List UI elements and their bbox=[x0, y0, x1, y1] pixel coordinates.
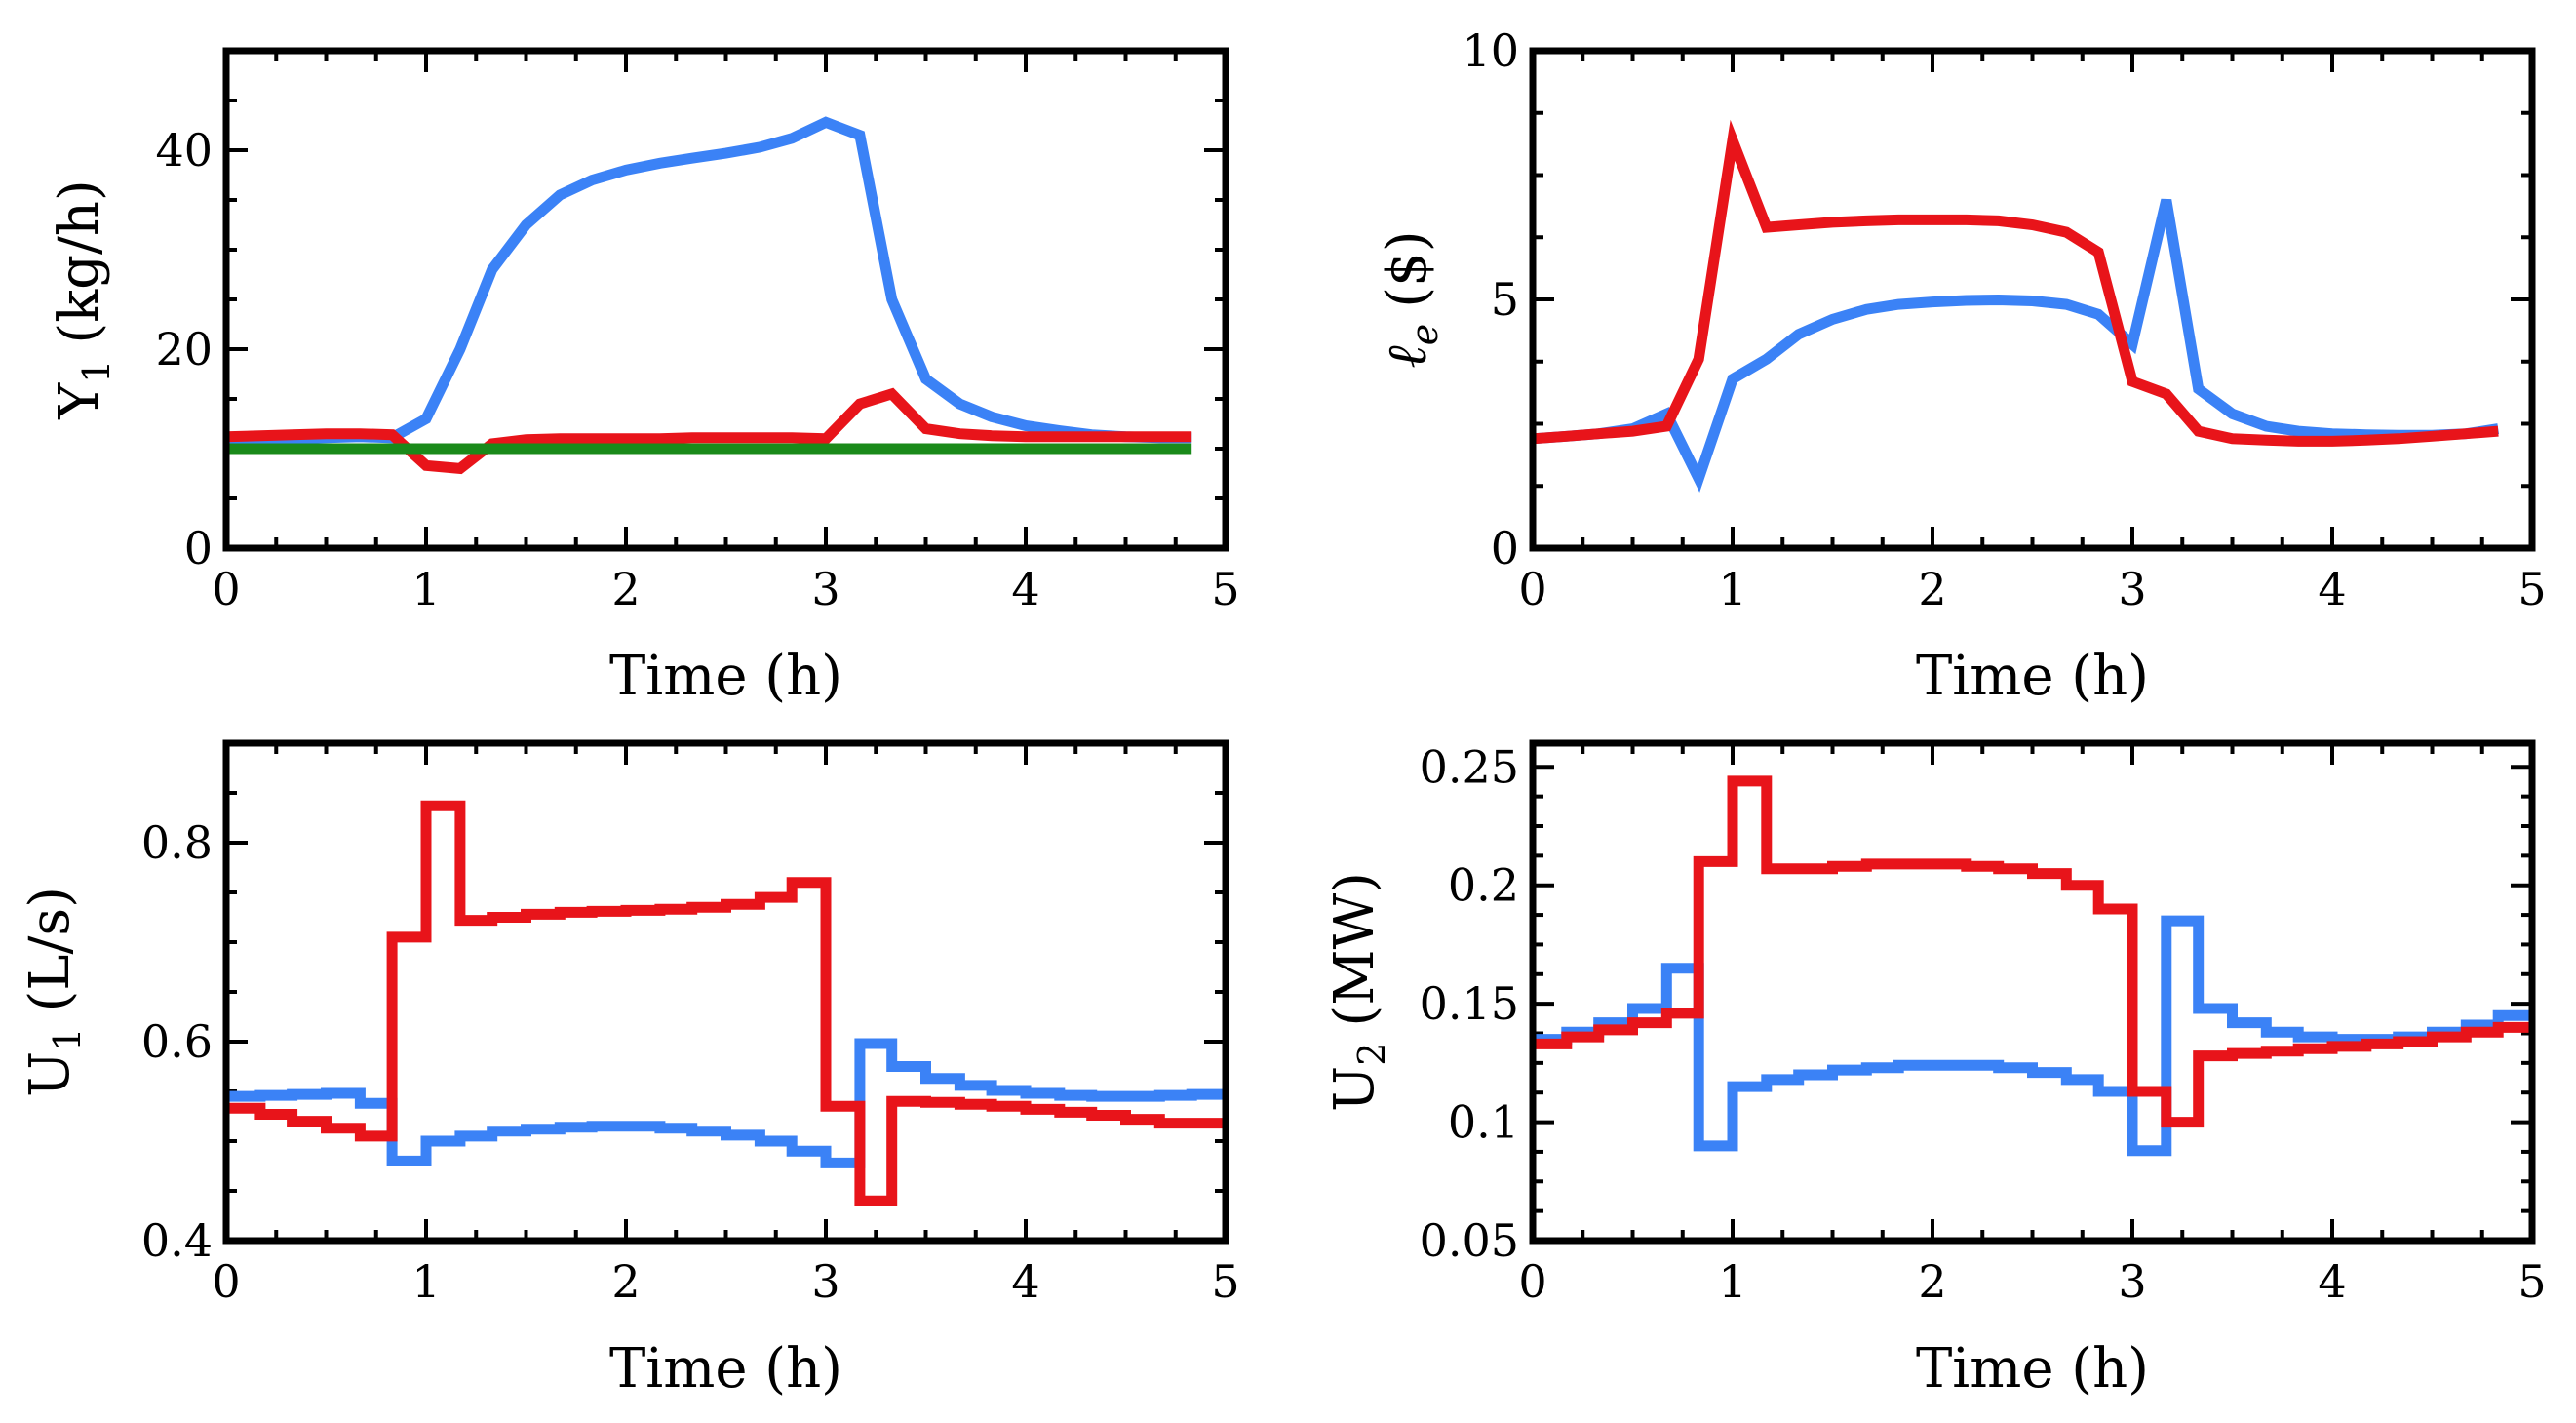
y-tick-label: 40 bbox=[155, 124, 213, 177]
y-tick-label: 0.4 bbox=[141, 1214, 213, 1267]
series-layer-u1 bbox=[226, 800, 1224, 1206]
y-tick-label: 0.8 bbox=[141, 816, 213, 869]
series-line-red-u2 bbox=[1533, 775, 2530, 1128]
y-axis-label-sub-u2: 2 bbox=[1350, 1043, 1393, 1066]
series-line-blue-le bbox=[1532, 198, 2500, 493]
x-tick-label: 0 bbox=[212, 1255, 240, 1308]
x-tick-label: 2 bbox=[1918, 1255, 1946, 1308]
y-axis-label-unit-le: ($) bbox=[1376, 230, 1439, 307]
x-tick-label: 1 bbox=[411, 1255, 440, 1308]
x-tick-label: 1 bbox=[1718, 563, 1746, 615]
ytick-labels-y1: 0 20 40 bbox=[155, 124, 213, 574]
y-axis-label-sub-u1: 1 bbox=[46, 1028, 89, 1051]
xtick-labels-le: 0 1 2 3 4 5 bbox=[1518, 563, 2546, 615]
x-tick-label: 4 bbox=[1011, 1255, 1039, 1308]
x-tick-label: 5 bbox=[2517, 563, 2546, 615]
series-line-red-le bbox=[1532, 119, 2499, 447]
x-tick-label: 1 bbox=[411, 563, 440, 615]
x-axis-label-u1: Time (h) bbox=[609, 1337, 842, 1401]
series-line-red-u1 bbox=[226, 800, 1224, 1206]
x-tick-label: 0 bbox=[1518, 563, 1546, 615]
series-line-blue-u2 bbox=[1533, 915, 2530, 1157]
y-axis-label-main-y1: Y bbox=[48, 382, 111, 420]
y-axis-label-le: ℓe ($) bbox=[1376, 230, 1446, 368]
y-axis-label-main-u2: U bbox=[1323, 1066, 1386, 1112]
x-tick-label: 0 bbox=[212, 563, 240, 615]
x-tick-label: 4 bbox=[2318, 563, 2346, 615]
y-axis-label-main-u1: U bbox=[19, 1051, 82, 1097]
x-tick-label: 2 bbox=[611, 1255, 640, 1308]
x-tick-label: 3 bbox=[811, 563, 839, 615]
x-tick-label: 1 bbox=[1718, 1255, 1746, 1308]
y-tick-label: 0.6 bbox=[141, 1015, 213, 1068]
ytick-labels-u2: 0.05 0.1 0.15 0.2 0.25 bbox=[1420, 740, 1519, 1267]
plot-area-u2 bbox=[1533, 743, 2532, 1241]
x-tick-label: 4 bbox=[2318, 1255, 2346, 1308]
xtick-labels-u2: 0 1 2 3 4 5 bbox=[1518, 1255, 2546, 1308]
x-tick-label: 3 bbox=[2118, 1255, 2146, 1308]
y-tick-label: 0.05 bbox=[1420, 1214, 1519, 1267]
y-axis-label-sub-le: e bbox=[1403, 324, 1446, 346]
x-tick-label: 5 bbox=[1211, 1255, 1239, 1308]
xtick-labels-u1: 0 1 2 3 4 5 bbox=[212, 1255, 1239, 1308]
ytick-labels-le: 0 5 10 bbox=[1462, 24, 1519, 574]
series-layer-u2 bbox=[1533, 775, 2530, 1157]
y-axis-label-u2: U2 (MW) bbox=[1323, 872, 1393, 1112]
x-tick-label: 2 bbox=[611, 563, 640, 615]
x-axis-label-u2: Time (h) bbox=[1916, 1337, 2149, 1401]
y-axis-label-u1: U1 (L/s) bbox=[19, 887, 89, 1097]
y-axis-label-unit-y1: (kg/h) bbox=[48, 179, 111, 343]
series-line-red-y1 bbox=[225, 387, 1192, 475]
x-tick-label: 3 bbox=[2118, 563, 2146, 615]
x-axis-label-le: Time (h) bbox=[1916, 645, 2149, 708]
x-tick-label: 2 bbox=[1918, 563, 1946, 615]
y-tick-label: 0.25 bbox=[1420, 740, 1519, 793]
axes-frame-le bbox=[1529, 47, 2536, 552]
y-tick-label: 0 bbox=[184, 522, 213, 574]
axes-frame-u2 bbox=[1529, 739, 2536, 1245]
panel-le: 0 1 2 3 4 5 0 5 10 Time (h) ℓe ($) bbox=[1376, 24, 2547, 708]
x-tick-label: 0 bbox=[1518, 1255, 1546, 1308]
x-tick-label: 5 bbox=[1211, 563, 1239, 615]
plot-area-u1 bbox=[226, 743, 1226, 1241]
y-tick-label: 10 bbox=[1462, 24, 1519, 77]
ytick-labels-u1: 0.4 0.6 0.8 bbox=[141, 816, 213, 1267]
x-tick-label: 3 bbox=[811, 1255, 839, 1308]
xtick-labels-y1: 0 1 2 3 4 5 bbox=[212, 563, 1239, 615]
x-tick-label: 5 bbox=[2517, 1255, 2546, 1308]
y-axis-label-unit-u2: (MW) bbox=[1323, 872, 1386, 1027]
y-axis-label-main-le: ℓ bbox=[1376, 345, 1439, 369]
y-axis-label-unit-u1: (L/s) bbox=[19, 887, 82, 1012]
y-tick-label: 0.2 bbox=[1448, 859, 1519, 912]
x-tick-label: 4 bbox=[1011, 563, 1039, 615]
y-tick-label: 5 bbox=[1491, 273, 1519, 326]
axes-frame-u1 bbox=[222, 739, 1229, 1245]
plot-area-y1 bbox=[226, 51, 1226, 548]
y-tick-label: 20 bbox=[155, 323, 213, 376]
y-tick-label: 0.15 bbox=[1420, 977, 1519, 1030]
y-axis-label-y1: Y1 (kg/h) bbox=[48, 179, 118, 420]
y-tick-label: 0 bbox=[1491, 522, 1519, 574]
y-tick-label: 0.1 bbox=[1448, 1096, 1519, 1149]
y-axis-label-sub-y1: 1 bbox=[75, 360, 118, 383]
x-axis-label-y1: Time (h) bbox=[609, 645, 842, 708]
axes-frame-y1 bbox=[222, 47, 1229, 552]
series-layer-le bbox=[1532, 119, 2500, 493]
series-layer-y1 bbox=[225, 116, 1192, 475]
